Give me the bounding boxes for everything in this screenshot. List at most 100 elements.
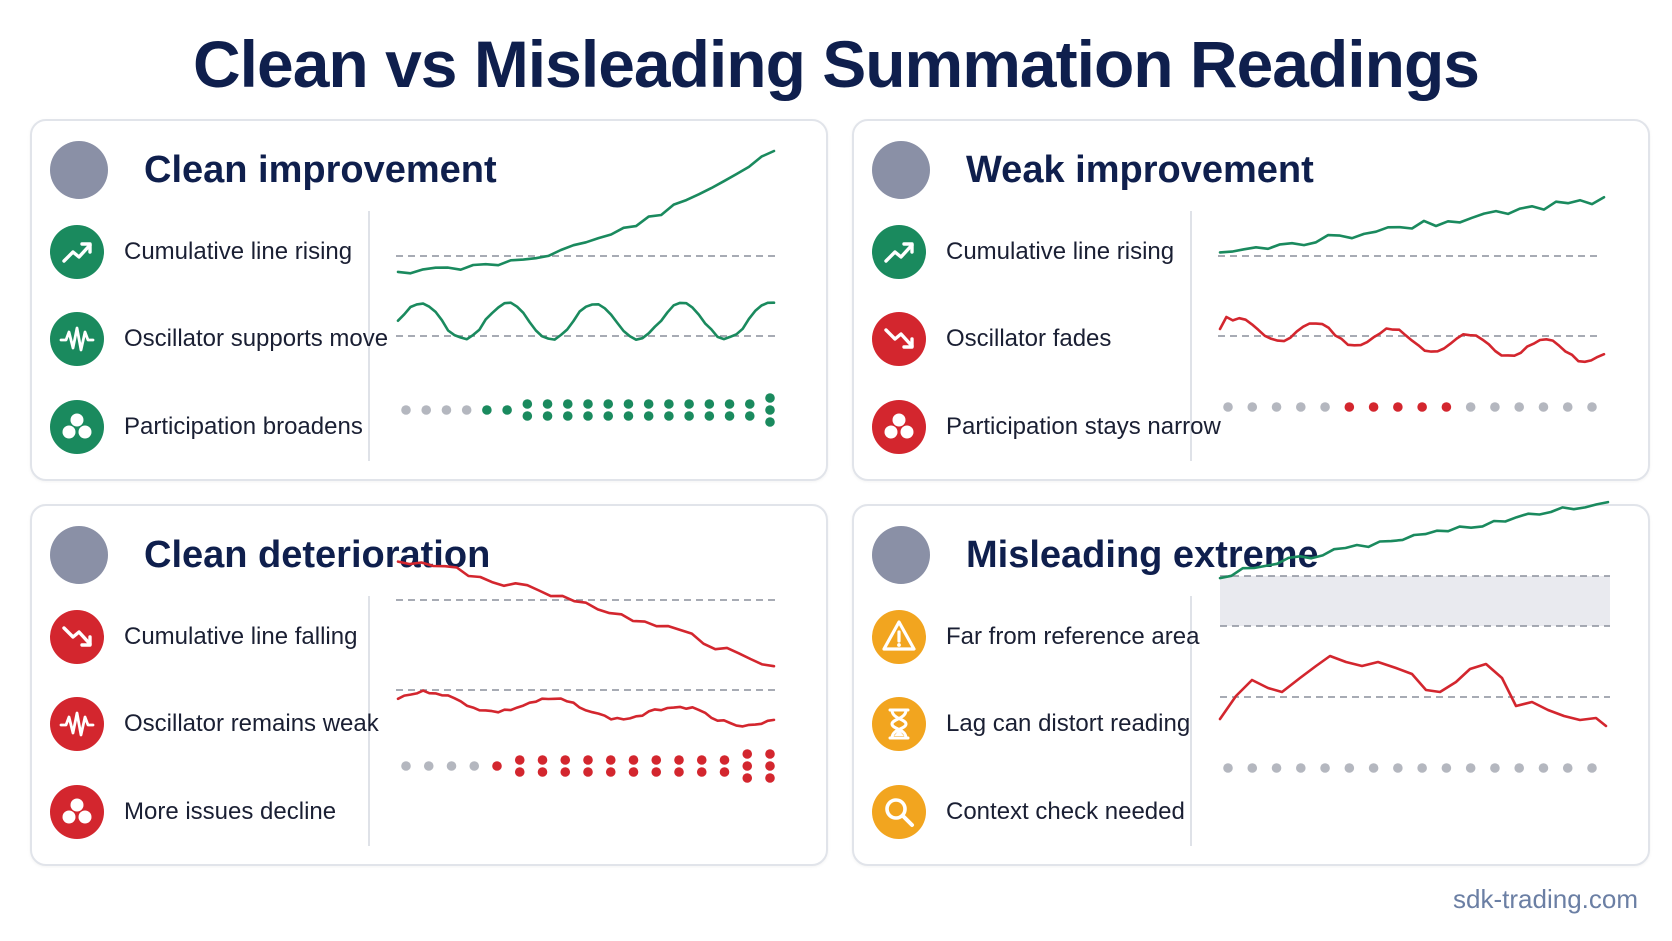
panel-title: Misleading extreme	[966, 534, 1319, 576]
panel-marker-dot	[872, 141, 930, 199]
participation-dot	[696, 767, 707, 777]
participation-dot	[1296, 763, 1306, 773]
warning-icon-glyph	[882, 620, 916, 651]
participation-dot	[696, 755, 707, 765]
participation-dot	[1538, 402, 1549, 412]
participation-dot	[401, 405, 411, 415]
participation-dot	[765, 773, 775, 783]
wave-icon-glyph	[59, 711, 95, 737]
participation-dot	[704, 411, 715, 421]
panel-weak-improvement: Weak improvement Cumulative line rising …	[852, 119, 1650, 481]
participation-dot	[765, 749, 775, 759]
participation-dot	[542, 399, 553, 409]
panel-marker-dot	[50, 526, 108, 584]
participation-dot	[1344, 763, 1355, 773]
series-line	[1218, 654, 1608, 728]
participation-dot	[441, 405, 452, 415]
participation-dot	[684, 399, 694, 409]
participation-dot	[765, 405, 775, 415]
participation-dot	[765, 761, 775, 771]
participation-dot	[603, 411, 614, 421]
participation-dot	[421, 405, 432, 415]
participation-dot	[719, 767, 730, 777]
wave-icon	[50, 312, 104, 366]
participation-dot	[1417, 763, 1427, 773]
participation-dot	[1441, 402, 1452, 412]
trend-down-icon	[872, 312, 926, 366]
participation-dot	[560, 767, 571, 777]
participation-dot	[482, 405, 492, 415]
participation-dot	[1296, 402, 1306, 412]
participation-dot	[1393, 402, 1403, 412]
participation-dot	[643, 411, 654, 421]
series-line	[396, 689, 776, 728]
series-line	[396, 301, 776, 341]
participation-dot	[674, 767, 684, 777]
participation-dot	[684, 411, 694, 421]
participation-dot	[560, 755, 571, 765]
participation-dot	[1465, 763, 1476, 773]
series-line	[1218, 500, 1610, 580]
panel-clean-deterioration: Clean deterioration Cumulative line fall…	[30, 504, 828, 866]
series-line	[396, 560, 776, 668]
participation-dot	[1562, 763, 1573, 773]
participation-dot	[461, 405, 472, 415]
participation-dot	[765, 393, 775, 403]
participation-dot	[623, 411, 634, 421]
participation-dot	[605, 767, 616, 777]
row-label: Lag can distort reading	[946, 710, 1191, 737]
participation-dot	[674, 755, 684, 765]
participation-dot	[664, 399, 674, 409]
panel-misleading-extreme: Misleading extreme Far from reference ar…	[852, 500, 1650, 866]
participation-dot	[537, 755, 548, 765]
participation-dot	[765, 417, 775, 427]
trend-down-icon-glyph	[62, 626, 92, 647]
participation-dot	[502, 405, 512, 415]
divider	[368, 211, 370, 461]
participation-dot	[1562, 402, 1573, 412]
participation-dot	[651, 767, 662, 777]
participation-dot	[1587, 763, 1597, 773]
participation-dot	[628, 755, 639, 765]
participation-dot	[446, 761, 457, 771]
row-label: Participation stays narrow	[946, 413, 1221, 440]
participation-dot	[1490, 763, 1500, 773]
participation-dot	[537, 767, 548, 777]
participation-dot	[1271, 763, 1282, 773]
panel-title: Weak improvement	[966, 149, 1314, 191]
participation-dot	[522, 399, 533, 409]
participation-dot	[1344, 402, 1355, 412]
magnifier-icon-glyph	[885, 798, 914, 827]
participation-dot	[1514, 763, 1524, 773]
participation-dot	[1393, 763, 1403, 773]
participation-dot	[1271, 402, 1282, 412]
row-label: Cumulative line rising	[946, 238, 1175, 265]
participation-dot	[742, 749, 753, 759]
dots-cluster-icon-glyph	[62, 798, 92, 824]
wave-icon-glyph	[59, 326, 95, 352]
trend-up-icon-glyph	[62, 242, 92, 263]
participation-dot	[514, 767, 525, 777]
divider	[368, 596, 370, 846]
trend-up-icon-glyph	[884, 242, 914, 263]
participation-dot	[724, 411, 735, 421]
participation-dot	[603, 399, 614, 409]
wave-icon	[50, 697, 104, 751]
row-label: More issues decline	[124, 798, 337, 825]
participation-dot	[742, 761, 753, 771]
footer-url: sdk-trading.com	[1453, 884, 1638, 914]
participation-dot	[605, 755, 616, 765]
participation-dot	[744, 399, 755, 409]
dots-cluster-icon	[50, 785, 104, 839]
mini-charts	[1218, 196, 1606, 412]
participation-dot	[469, 761, 480, 771]
trend-up-icon	[872, 225, 926, 279]
participation-dot	[664, 411, 674, 421]
participation-dot	[628, 767, 639, 777]
participation-dot	[1247, 763, 1258, 773]
participation-dot	[719, 755, 730, 765]
participation-dot	[1465, 402, 1476, 412]
participation-dot	[583, 411, 593, 421]
series-line	[396, 149, 776, 275]
participation-dot	[401, 761, 411, 771]
